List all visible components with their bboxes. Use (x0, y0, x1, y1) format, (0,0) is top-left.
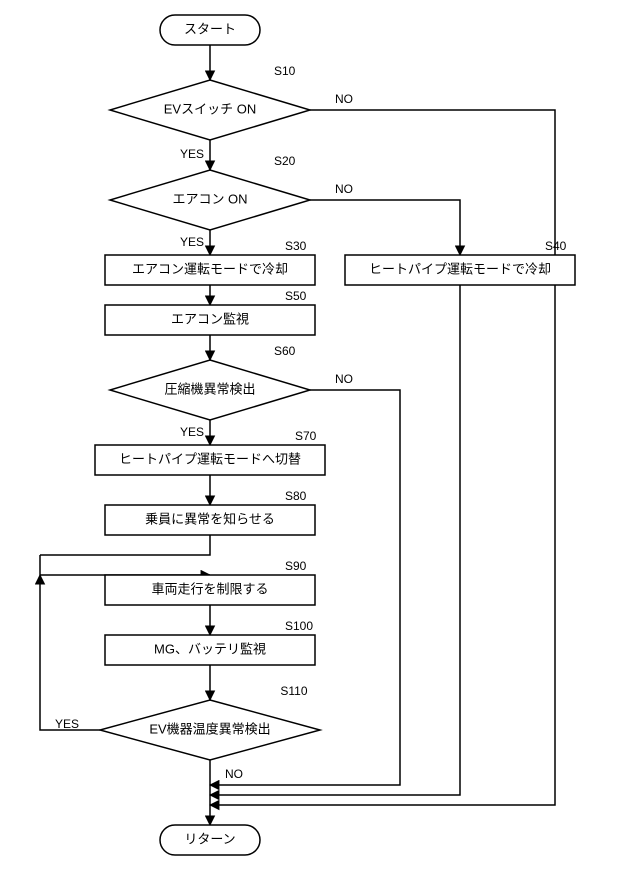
node-start: スタート (160, 15, 260, 45)
step-tag: S110 (280, 684, 307, 698)
node-label: スタート (184, 21, 236, 36)
branch-label-s10_no: NO (335, 92, 353, 106)
branch-label-s20_yes: YES (180, 235, 204, 249)
branch-label-s110_yes: YES (55, 717, 79, 731)
branch-label-s20_no: NO (335, 182, 353, 196)
node-s90: 車両走行を制限する S90 (105, 559, 315, 605)
node-label: エアコン監視 (171, 311, 249, 326)
node-label: ヒートパイプ運転モードで冷却 (369, 261, 551, 276)
step-tag: S40 (545, 239, 567, 253)
step-tag: S30 (285, 239, 307, 253)
step-tag: S70 (295, 429, 317, 443)
node-label: ヒートパイプ運転モードへ切替 (119, 451, 301, 466)
edge (40, 535, 210, 555)
branch-label-s60_no: NO (335, 372, 353, 386)
step-tag: S90 (285, 559, 307, 573)
branch-label-s10_yes: YES (180, 147, 204, 161)
step-tag: S20 (274, 154, 296, 168)
branch-label-s110_no: NO (225, 767, 243, 781)
node-label: 圧縮機異常検出 (164, 381, 255, 396)
node-label: MG、バッテリ監視 (154, 641, 266, 656)
node-label: 車両走行を制限する (151, 581, 268, 596)
step-tag: S100 (285, 619, 313, 633)
node-label: EVスイッチ ON (164, 101, 256, 116)
step-tag: S80 (285, 489, 307, 503)
step-tag: S60 (274, 344, 296, 358)
edge (310, 200, 460, 255)
node-return: リターン (160, 825, 260, 855)
node-label: エアコン ON (172, 191, 247, 206)
step-tag: S10 (274, 64, 296, 78)
node-label: リターン (184, 831, 235, 846)
edge (40, 575, 100, 730)
branch-label-s60_yes: YES (180, 425, 204, 439)
step-tag: S50 (285, 289, 307, 303)
node-label: エアコン運転モードで冷却 (132, 261, 288, 276)
node-label: EV機器温度異常検出 (149, 721, 270, 736)
node-label: 乗員に異常を知らせる (145, 511, 275, 526)
